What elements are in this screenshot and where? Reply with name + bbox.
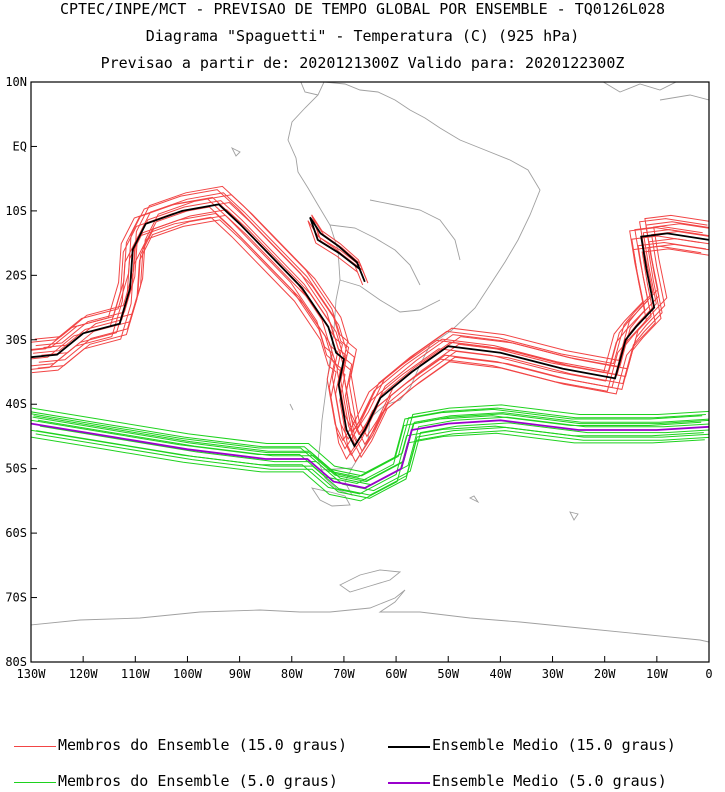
legend-label-mean-5: Ensemble Medio (5.0 graus)	[432, 772, 667, 790]
y-tick-label: EQ	[13, 139, 27, 153]
y-tick-label: 10N	[5, 75, 27, 89]
y-tick-label: 10S	[5, 204, 27, 218]
y-tick-label: 40S	[5, 397, 27, 411]
ensemble-member-line	[38, 209, 709, 453]
legend-swatch-mean-5	[388, 782, 430, 784]
ensemble-member-line	[31, 219, 709, 463]
legend-swatch-mean-15	[388, 746, 430, 748]
coastline-path	[287, 82, 541, 496]
legend-label-members-15: Membros do Ensemble (15.0 graus)	[58, 736, 347, 754]
x-tick-label: 30W	[542, 667, 564, 681]
x-tick-label: 50W	[437, 667, 459, 681]
x-tick-label: 100W	[173, 667, 203, 681]
legend-swatch-members-5	[14, 782, 56, 783]
chart-title-line-1: CPTEC/INPE/MCT - PREVISAO DE TEMPO GLOBA…	[59, 0, 666, 18]
legend-swatch-members-15	[14, 746, 56, 747]
y-tick-label: 60S	[5, 526, 27, 540]
x-tick-label: 0	[705, 667, 712, 681]
y-tick-label: 70S	[5, 591, 27, 605]
ensemble-mean-line	[31, 419, 709, 489]
ensemble-member-line	[43, 194, 709, 438]
ensemble-member-line	[35, 430, 709, 499]
ensemble-member-line	[36, 426, 709, 496]
coastline-path	[31, 589, 709, 643]
ensemble-mean-line	[309, 216, 366, 283]
coastline-path	[230, 146, 241, 157]
ensemble-member-line	[31, 189, 708, 433]
x-tick-label: 40W	[490, 667, 512, 681]
legend-label-members-5: Membros do Ensemble (5.0 graus)	[58, 772, 338, 790]
chart-title-line-2: Diagrama "Spaguetti" - Temperatura (C) (…	[145, 27, 580, 45]
y-tick-label: 80S	[5, 655, 27, 669]
y-tick-label: 30S	[5, 333, 27, 347]
ensemble-member-line	[307, 220, 364, 286]
ensemble-member-line	[31, 432, 705, 502]
x-tick-label: 60W	[385, 667, 407, 681]
ensemble-member-line	[37, 214, 709, 459]
chart-title-line-3: Previsao a partir de: 2020121300Z Valido…	[100, 54, 625, 72]
x-tick-label: 80W	[281, 667, 303, 681]
y-tick-label: 20S	[5, 268, 27, 282]
x-tick-label: 70W	[333, 667, 355, 681]
coastline-path	[300, 82, 319, 96]
coastline-path	[468, 495, 480, 504]
ensemble-mean-line	[31, 203, 709, 448]
y-tick-label: 50S	[5, 462, 27, 476]
legend-label-mean-15: Ensemble Medio (15.0 graus)	[432, 736, 676, 754]
ensemble-member-line	[39, 422, 709, 492]
ensemble-member-line	[31, 206, 700, 450]
coastline-path	[369, 199, 461, 261]
coastline-path	[339, 569, 402, 593]
ensemble-member-line	[31, 407, 706, 477]
x-tick-label: 110W	[121, 667, 151, 681]
x-tick-label: 20W	[594, 667, 616, 681]
ensemble-member-line	[41, 201, 709, 446]
coastline-path	[289, 403, 294, 411]
coastline-path	[602, 82, 678, 93]
plot-frame	[30, 81, 710, 663]
ensemble-member-line	[33, 412, 709, 481]
x-tick-label: 90W	[229, 667, 251, 681]
coastline-path	[339, 279, 441, 313]
coastline-path	[569, 511, 579, 521]
coastline-path	[329, 224, 421, 286]
x-tick-label: 130W	[17, 667, 47, 681]
ensemble-member-line	[32, 413, 709, 483]
x-tick-label: 10W	[646, 667, 668, 681]
ensemble-member-line	[31, 408, 703, 478]
coastline-path	[659, 94, 709, 101]
ensemble-member-line	[31, 415, 702, 485]
coastline-path	[311, 487, 351, 507]
ensemble-member-line	[31, 216, 702, 461]
ensemble-member-line	[34, 185, 709, 430]
x-tick-label: 120W	[69, 667, 99, 681]
